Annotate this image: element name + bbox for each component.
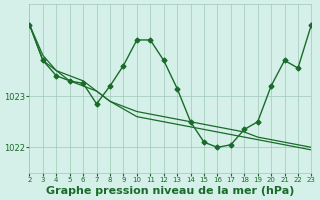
X-axis label: Graphe pression niveau de la mer (hPa): Graphe pression niveau de la mer (hPa) (46, 186, 295, 196)
